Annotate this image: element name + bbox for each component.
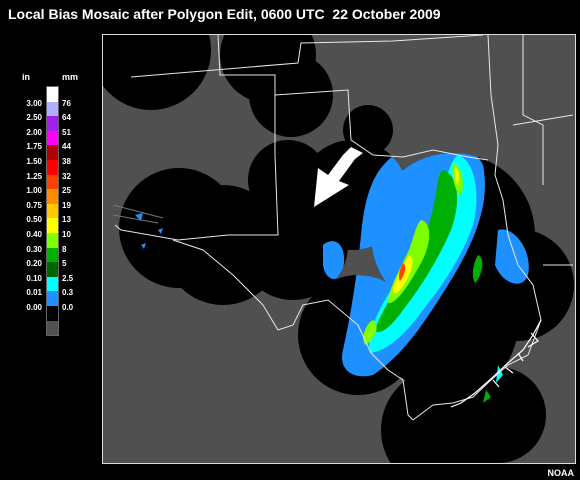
legend-label-mm: 8 xyxy=(62,244,67,254)
legend-label-in: 0.50 xyxy=(26,215,42,225)
legend-swatch xyxy=(47,203,58,219)
legend-label-in: 2.00 xyxy=(26,127,42,137)
legend-label-in: 0.10 xyxy=(26,273,42,283)
legend-swatch xyxy=(47,101,58,117)
legend-label-in: 0.20 xyxy=(26,259,42,269)
legend-color-bar xyxy=(46,86,59,337)
legend-swatch xyxy=(47,130,58,146)
legend-label-mm: 10 xyxy=(62,230,71,239)
annotation-arrow xyxy=(314,147,363,207)
legend-label-mm: 51 xyxy=(62,127,71,137)
coastline xyxy=(450,319,542,408)
legend-swatch xyxy=(47,247,58,263)
legend-label-mm: 0.0 xyxy=(62,303,74,312)
legend-swatch xyxy=(47,218,58,233)
legend-swatch xyxy=(47,116,58,131)
legend-label-mm: 44 xyxy=(62,142,71,152)
legend-label-mm: 32 xyxy=(62,171,71,181)
map-canvas xyxy=(103,35,574,463)
legend-label-in: 0.01 xyxy=(26,288,42,298)
legend-swatch xyxy=(47,262,58,277)
precip-legend: in mm 3.00 76 2.50 64 2.00 51 1.75 44 1.50 38 1.25… xyxy=(0,72,100,402)
precip-field xyxy=(135,123,529,403)
legend-swatch xyxy=(47,174,58,190)
legend-label-mm: 13 xyxy=(62,215,71,225)
legend-swatch xyxy=(47,232,58,248)
legend-swatch xyxy=(47,291,58,306)
legend-label-in: 2.50 xyxy=(26,113,42,123)
legend-label-in: 0.00 xyxy=(26,303,42,312)
legend-swatch xyxy=(47,305,58,321)
legend-label-mm: 0.3 xyxy=(62,288,74,298)
legend-label-mm: 2.5 xyxy=(62,273,74,283)
legend-label-mm: 25 xyxy=(62,186,71,196)
legend-unit-in: in xyxy=(22,72,30,82)
legend-label-mm: 64 xyxy=(62,113,71,123)
map-title: Local Bias Mosaic after Polygon Edit, 06… xyxy=(8,6,441,22)
legend-label-in: 1.50 xyxy=(26,157,42,166)
noaa-credit: NOAA xyxy=(547,468,575,478)
legend-label-in: 1.00 xyxy=(26,186,42,196)
legend-label-in: 0.75 xyxy=(26,200,42,210)
legend-swatch xyxy=(47,320,58,336)
legend-label-mm: 19 xyxy=(62,200,71,210)
legend-swatch xyxy=(47,189,58,204)
legend-swatch xyxy=(47,276,58,292)
legend-label-mm: 5 xyxy=(62,259,67,269)
legend-swatch xyxy=(47,145,58,160)
legend-label-in: 3.00 xyxy=(26,98,42,108)
legend-unit-mm: mm xyxy=(62,72,79,82)
legend-swatch xyxy=(47,87,58,102)
radar-spokes xyxy=(112,204,164,224)
legend-label-in: 0.40 xyxy=(26,230,42,239)
state-boundaries xyxy=(114,35,574,421)
bias-mosaic-map xyxy=(102,34,576,464)
legend-label-in: 1.75 xyxy=(26,142,42,152)
legend-swatch xyxy=(47,159,58,175)
legend-label-mm: 76 xyxy=(62,98,71,108)
legend-label-in: 1.25 xyxy=(26,171,42,181)
legend-label-in: 0.30 xyxy=(26,244,42,254)
legend-label-mm: 38 xyxy=(62,157,71,166)
